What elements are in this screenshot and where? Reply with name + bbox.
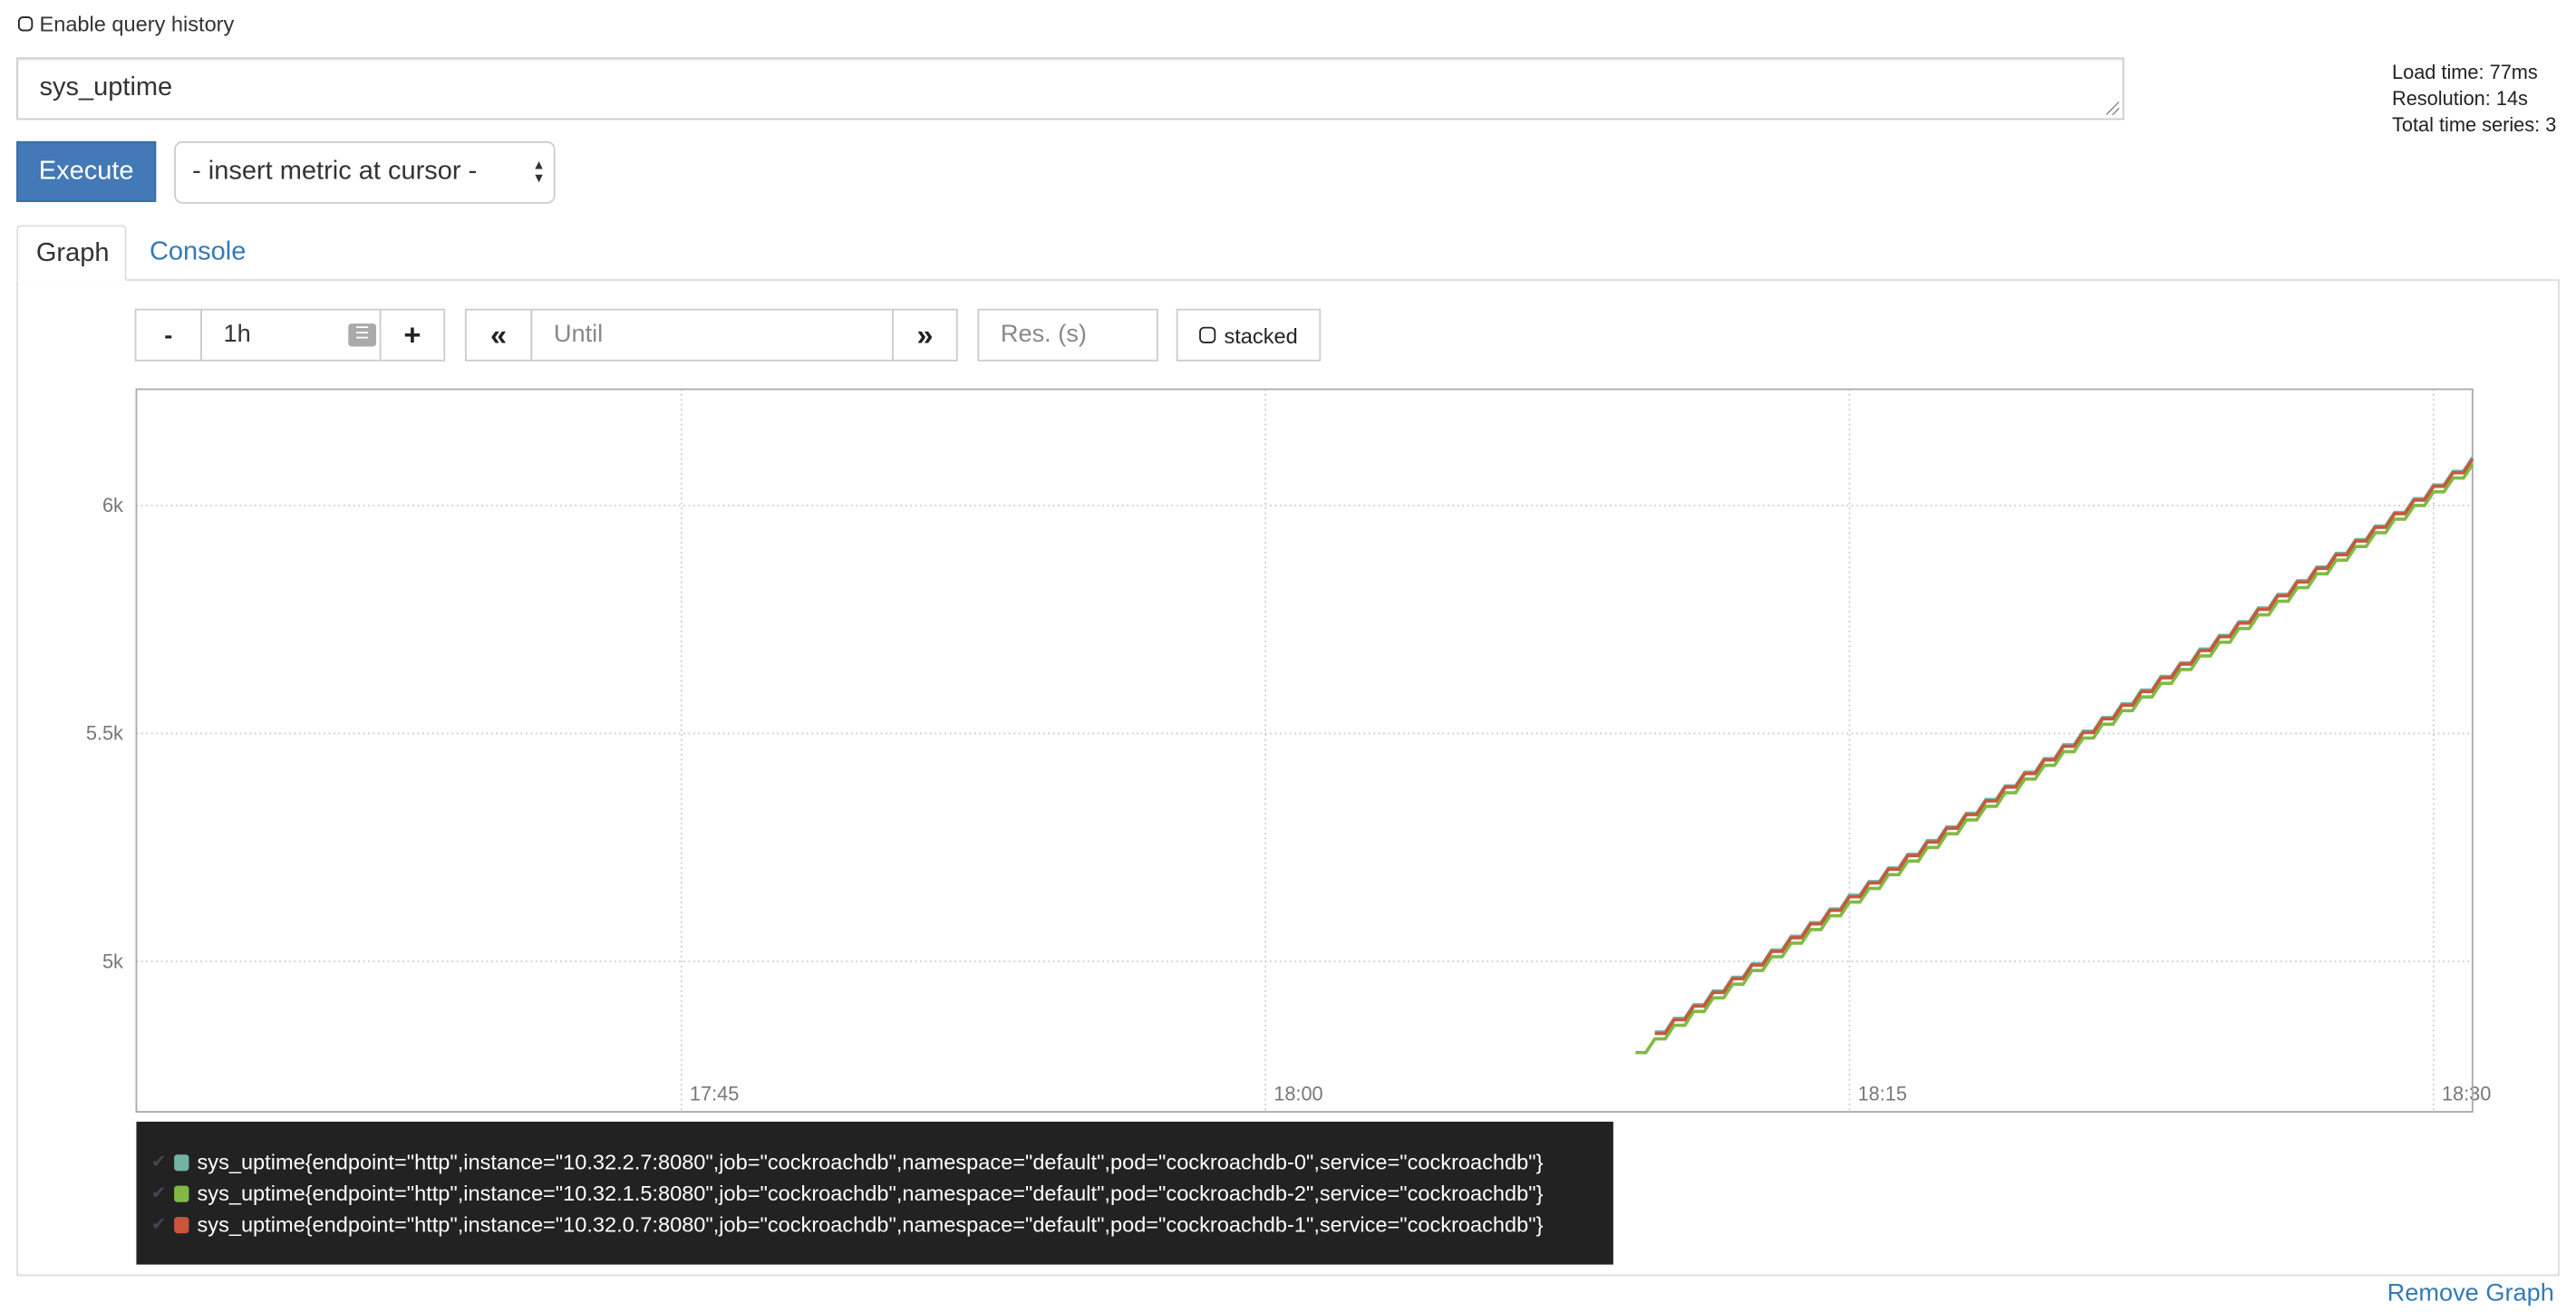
x-tick-label: 17:45: [690, 1082, 739, 1105]
series-line-1: [1635, 463, 2474, 1055]
series-swatch: [174, 1153, 189, 1171]
y-tick-label: 5k: [102, 950, 123, 972]
y-tick-label: 5.5k: [86, 722, 123, 745]
query-stats: Load time: 77ms Resolution: 14s Total ti…: [2392, 59, 2556, 138]
x-tick-label: 18:30: [2442, 1082, 2491, 1105]
increase-range-button[interactable]: +: [379, 308, 446, 362]
total-time-series: Total time series: 3: [2392, 113, 2557, 137]
select-arrows-icon: ▲ ▼: [532, 158, 546, 186]
series-label: sys_uptime{endpoint="http",instance="10.…: [197, 1181, 1544, 1206]
execute-button[interactable]: Execute: [16, 140, 157, 202]
tab-console[interactable]: Console: [149, 237, 247, 266]
x-tick-label: 18:15: [1858, 1082, 1907, 1105]
decrease-range-button[interactable]: -: [134, 308, 202, 362]
insert-metric-select[interactable]: - insert metric at cursor - ▲ ▼: [174, 140, 556, 204]
query-history-toggle[interactable]: Enable query history: [17, 11, 235, 36]
legend-item[interactable]: ✔ sys_uptime{endpoint="http",instance="10…: [151, 1209, 1599, 1240]
resolution-input[interactable]: Res. (s): [977, 308, 1158, 362]
legend-item[interactable]: ✔ sys_uptime{endpoint="http",instance="10…: [151, 1146, 1599, 1177]
step-forward-button[interactable]: »: [892, 308, 958, 362]
series-swatch: [174, 1216, 189, 1233]
resolution: Resolution: 14s: [2392, 87, 2528, 111]
series-label: sys_uptime{endpoint="http",instance="10.…: [197, 1211, 1544, 1237]
series-label: sys_uptime{endpoint="http",instance="10.…: [197, 1149, 1544, 1174]
legend-item[interactable]: ✔ sys_uptime{endpoint="http",instance="10…: [151, 1178, 1599, 1209]
query-history-checkbox[interactable]: [17, 16, 34, 32]
stacked-checkbox[interactable]: [1199, 326, 1216, 343]
plot-frame: [135, 388, 2474, 1113]
query-history-label: Enable query history: [39, 11, 235, 36]
series-line-2: [1654, 458, 2474, 1036]
range-value: 1h: [223, 320, 251, 349]
step-back-button[interactable]: «: [464, 308, 533, 362]
insert-metric-selected: - insert metric at cursor -: [192, 158, 478, 186]
graph-panel: [16, 279, 2560, 1277]
resolution-placeholder: Res. (s): [1000, 320, 1087, 349]
tab-graph[interactable]: Graph: [16, 225, 127, 281]
expression-input[interactable]: sys_uptime: [16, 57, 2125, 121]
range-input[interactable]: 1h ☰: [200, 308, 382, 362]
load-time: Load time: 77ms: [2392, 61, 2538, 84]
stacked-toggle[interactable]: stacked: [1176, 308, 1322, 362]
series-swatch: [174, 1184, 189, 1201]
check-icon[interactable]: ✔: [150, 1215, 167, 1235]
range-picker-icon[interactable]: ☰: [348, 323, 377, 347]
check-icon[interactable]: ✔: [150, 1153, 167, 1173]
check-icon[interactable]: ✔: [150, 1183, 167, 1204]
remove-graph-link[interactable]: Remove Graph: [2387, 1278, 2554, 1307]
until-placeholder: Until: [553, 320, 604, 349]
expression-value: sys_uptime: [39, 73, 173, 102]
x-tick-label: 18:00: [1273, 1082, 1322, 1105]
stacked-label: stacked: [1224, 323, 1298, 348]
chart-legend: ✔ sys_uptime{endpoint="http",instance="10…: [136, 1121, 1613, 1265]
resize-handle-icon[interactable]: [2106, 101, 2120, 115]
y-tick-label: 6k: [102, 494, 123, 516]
